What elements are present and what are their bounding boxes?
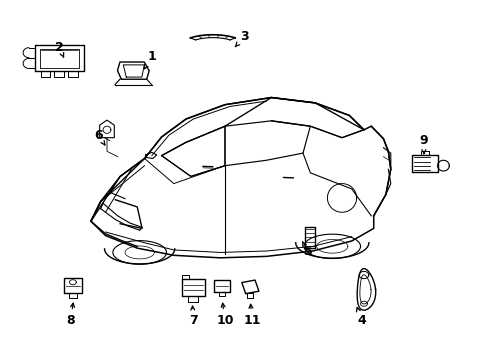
Text: 1: 1 [144,50,156,69]
Text: 10: 10 [216,303,233,327]
Text: 6: 6 [94,129,104,145]
Text: 9: 9 [419,134,427,154]
Text: 3: 3 [235,30,248,47]
Text: 8: 8 [66,303,75,327]
Text: 2: 2 [55,41,63,57]
Text: 5: 5 [302,242,312,258]
Text: 4: 4 [356,307,365,327]
Text: 11: 11 [243,304,260,327]
Text: 7: 7 [188,306,197,327]
